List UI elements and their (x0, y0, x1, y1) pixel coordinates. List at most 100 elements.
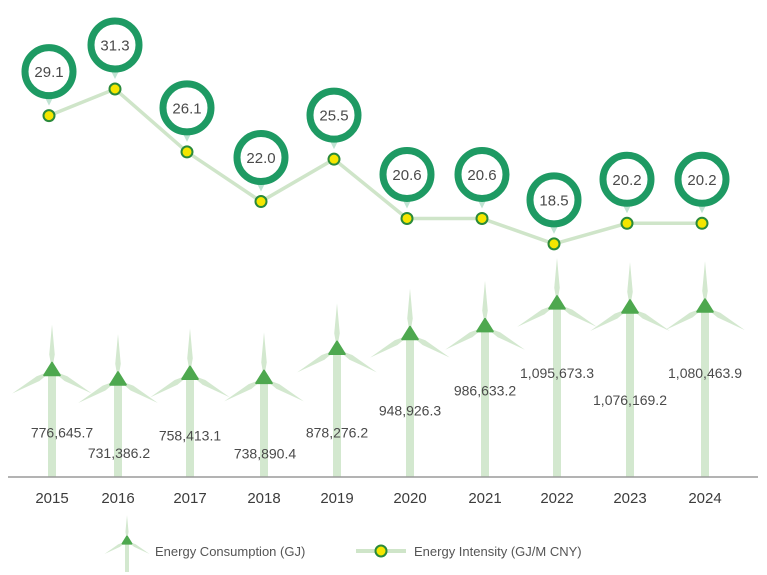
turbine-tower (125, 541, 129, 572)
intensity-value-label: 26.1 (172, 100, 201, 117)
turbine-blade (590, 308, 630, 332)
intensity-point-2022: 18.5 (526, 172, 582, 251)
intensity-marker (547, 237, 561, 251)
consumption-value-label: 986,633.2 (454, 383, 516, 399)
consumption-value-label: 1,080,463.9 (668, 365, 742, 381)
turbine-hub (401, 325, 419, 341)
turbine-tower (114, 380, 122, 477)
turbine-hub (476, 317, 494, 333)
intensity-point-2023: 20.2 (599, 151, 655, 230)
consumption-turbine-2020: 948,926.3 (370, 288, 450, 477)
turbine-blade (334, 303, 340, 350)
consumption-turbine-2023: 1,076,169.2 (590, 262, 670, 477)
turbine-hub (109, 371, 127, 386)
intensity-value-label: 20.2 (687, 172, 716, 189)
turbine-blade (261, 332, 267, 379)
value-bubble (379, 146, 435, 202)
turbine-blade (485, 326, 525, 350)
legend-turbine-icon (104, 515, 150, 572)
value-bubble (233, 130, 289, 186)
intensity-point-2021: 20.6 (454, 146, 510, 225)
intensity-marker (254, 195, 268, 209)
intensity-marker (475, 211, 489, 225)
turbine-blade (224, 378, 264, 402)
intensity-marker (42, 109, 56, 123)
turbine-blade (190, 374, 230, 398)
x-tick-label: 2019 (320, 490, 353, 507)
turbine-blade (445, 326, 485, 350)
intensity-point-2018: 22.0 (233, 130, 289, 209)
value-bubble (526, 172, 582, 228)
turbine-hub (43, 361, 61, 377)
turbine-hub (548, 295, 566, 310)
value-bubble (306, 87, 362, 143)
intensity-value-label: 22.0 (246, 150, 275, 167)
value-bubble (21, 44, 77, 100)
turbine-blade (702, 261, 708, 308)
turbine-blade (127, 541, 150, 554)
legend: Energy Consumption (GJ) Energy Intensity… (104, 515, 582, 572)
turbine-blade (118, 380, 158, 403)
x-tick-label: 2024 (688, 490, 721, 507)
intensity-marker (400, 211, 414, 225)
turbine-blade (627, 262, 633, 309)
consumption-turbine-2018: 738,890.4 (224, 332, 304, 477)
turbine-blade (407, 288, 413, 335)
turbine-blade (665, 307, 705, 331)
consumption-turbine-2022: 1,095,673.3 (517, 257, 597, 477)
turbine-blade (410, 334, 450, 358)
x-tick-label: 2023 (613, 490, 646, 507)
intensity-point-2024: 20.2 (674, 151, 730, 230)
intensity-value-label: 31.3 (100, 38, 129, 55)
turbine-hub (255, 369, 273, 385)
intensity-point-2017: 26.1 (159, 80, 215, 159)
consumption-value-label: 878,276.2 (306, 424, 368, 440)
intensity-marker (180, 145, 194, 159)
value-bubble (674, 151, 730, 207)
x-tick-label: 2017 (173, 490, 206, 507)
consumption-value-label: 1,076,169.2 (593, 392, 667, 408)
intensity-value-label: 20.2 (612, 172, 641, 189)
intensity-marker (695, 216, 709, 230)
consumption-turbine-2016: 731,386.2 (78, 334, 158, 477)
turbine-blade (297, 349, 337, 373)
turbine-blade (78, 380, 118, 403)
turbine-blade (52, 370, 92, 394)
x-tick-label: 2015 (35, 490, 68, 507)
value-bubble (454, 146, 510, 202)
turbine-blade (557, 303, 597, 327)
consumption-value-label: 776,645.7 (31, 425, 93, 441)
intensity-line-layer: 29.1 31.3 26.1 22.0 25.5 20.6 20.6 18.5 20.2 20.2 (21, 17, 730, 251)
intensity-marker (620, 216, 634, 230)
turbine-hub (621, 299, 639, 314)
turbine-blade (337, 349, 377, 373)
consumption-turbine-2017: 758,413.1 (150, 328, 230, 477)
turbine-blade (125, 515, 129, 541)
x-tick-labels: 2015 2016 2017 2018 2019 2020 2021 2022 2023 2024 (35, 490, 721, 507)
legend-line-icon (356, 544, 406, 558)
legend-label-intensity: Energy Intensity (GJ/M CNY) (414, 544, 582, 559)
turbine-blade (104, 541, 127, 554)
intensity-point-2020: 20.6 (379, 146, 435, 225)
value-bubble (87, 17, 143, 73)
turbine-blade (554, 257, 560, 304)
turbine-tower (701, 307, 709, 477)
value-bubble (599, 151, 655, 207)
turbine-blade (517, 303, 557, 327)
turbine-blade (264, 378, 304, 402)
turbine-hub (696, 298, 714, 313)
turbine-tower (260, 378, 268, 477)
turbine-blade (12, 370, 53, 394)
x-tick-label: 2021 (468, 490, 501, 507)
consumption-value-label: 1,095,673.3 (520, 365, 594, 381)
turbine-tower (333, 349, 341, 477)
intensity-value-label: 29.1 (34, 64, 63, 81)
intensity-value-label: 20.6 (467, 167, 496, 184)
intensity-line (48, 86, 702, 246)
turbine-hub (181, 365, 199, 381)
x-tick-label: 2016 (101, 490, 134, 507)
intensity-marker (108, 82, 122, 96)
turbine-blade (115, 334, 121, 380)
consumption-value-label: 758,413.1 (159, 427, 221, 443)
